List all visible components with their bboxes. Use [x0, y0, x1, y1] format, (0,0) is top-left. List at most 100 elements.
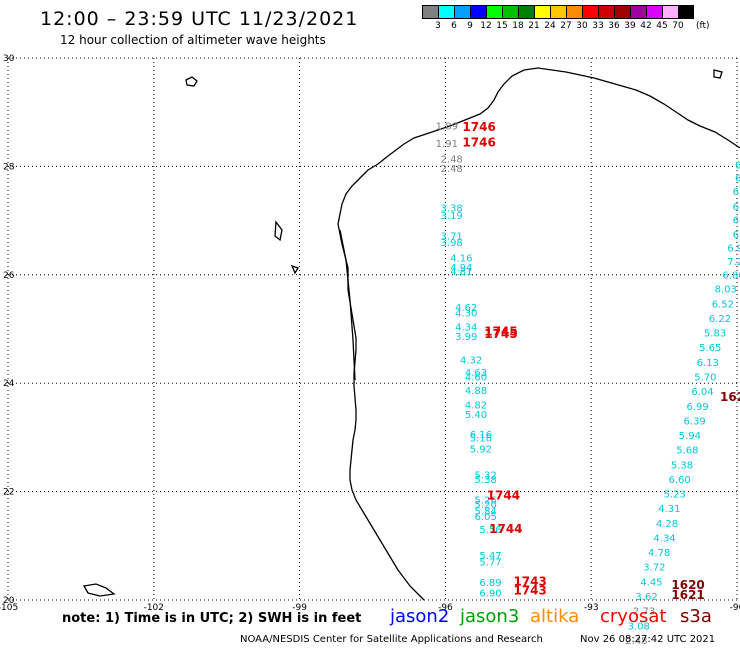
wave-height-value: 5.92 — [470, 445, 492, 456]
pass-time-value: 1745 — [484, 325, 517, 339]
mission-label-jason3: jason3 — [460, 606, 520, 627]
wave-height-value: 6. — [733, 187, 740, 198]
wave-height-value: 4.30 — [455, 309, 477, 320]
wave-height-value: 5.20 — [475, 500, 497, 511]
island — [713, 69, 723, 79]
legend-unit: (ft) — [696, 21, 710, 31]
wave-height-value: 4.28 — [656, 519, 678, 530]
wave-height-value: 6.22 — [709, 314, 731, 325]
wave-height-value: 5.40 — [465, 410, 487, 421]
wave-height-value: 3.98 — [441, 238, 463, 249]
wave-height-value: 4.34 — [653, 533, 675, 544]
wave-height-value: 5.23 — [664, 490, 686, 501]
wave-height-value: 5.65 — [699, 343, 721, 354]
wave-height-value: 4.32 — [460, 356, 482, 367]
wave-height-value: 3.72 — [643, 563, 665, 574]
wave-height-value: 6.80 — [722, 271, 740, 282]
legend-tick-label: 30 — [576, 21, 588, 31]
wave-height-value: 6 — [735, 161, 740, 172]
legend-tick-label: 42 — [640, 21, 652, 31]
wave-height-value: 4.31 — [658, 504, 680, 515]
legend-swatch — [438, 5, 454, 19]
wave-height-value: 4.82 — [465, 401, 487, 412]
legend-tick-label: 18 — [512, 21, 524, 31]
wave-height-value: 8.03 — [715, 285, 737, 296]
wave-height-value: 3.62 — [635, 592, 657, 603]
legend-tick-label: 15 — [496, 21, 508, 31]
wave-height-value: 4.81 — [450, 267, 472, 278]
wave-height-value: 4.88 — [465, 386, 487, 397]
pass-time-value: 1621 — [671, 588, 704, 602]
wave-height-value: 6.91 — [727, 243, 740, 254]
legend-labels: (ft) 3 6 9 12 15 18 21 24 27 30 33 36 39 42 45 70 — [422, 19, 740, 33]
wave-height-value: 4.16 — [450, 253, 472, 264]
lon-tick-label: -93 — [584, 603, 599, 613]
wave-height-value: 5.77 — [479, 557, 501, 568]
island — [185, 76, 198, 87]
lake — [290, 264, 299, 275]
footer-note: note: 1) Time is in UTC; 2) SWH is in fe… — [62, 611, 362, 626]
legend-swatch — [454, 5, 470, 19]
legend-swatch — [598, 5, 614, 19]
wave-height-value: 5.68 — [676, 446, 698, 457]
legend-swatch — [630, 5, 646, 19]
wave-height-value: 5.84 — [475, 506, 497, 517]
pass-time-value: 1745 — [484, 327, 517, 341]
wave-height-value: 6.89 — [479, 578, 501, 589]
lon-tick-label: -105 — [0, 603, 18, 613]
pass-time-value: 1746 — [462, 120, 495, 134]
generated-timestamp: Nov 26 08:27:42 UTC 2021 — [580, 634, 716, 645]
lat-tick-label: 22 — [3, 488, 14, 498]
legend-tick-label: 36 — [608, 21, 620, 31]
coastline-path — [337, 67, 740, 601]
mission-label-jason2: jason2 — [390, 606, 450, 627]
mission-label-altika: altika — [530, 606, 580, 627]
legend-tick-label: 70 — [672, 21, 684, 31]
lon-tick-label: -102 — [144, 603, 164, 613]
wave-height-value: 5.38 — [475, 475, 497, 486]
barrier-island — [339, 229, 356, 381]
lat-tick-label: 30 — [3, 54, 15, 64]
wave-height-value: 1.91 — [436, 139, 458, 150]
legend-swatch — [646, 5, 662, 19]
legend-swatch — [422, 5, 438, 19]
wave-height-value: 6.0 — [733, 215, 740, 226]
wave-height-value: 6.60 — [668, 475, 690, 486]
lat-tick-label: 26 — [3, 271, 15, 281]
lat-tick-label: 24 — [3, 379, 15, 389]
island — [82, 583, 116, 597]
pass-time-value: 1746 — [462, 135, 495, 149]
wave-height-value: 2.48 — [625, 636, 647, 647]
wave-height-value: 4.34 — [455, 323, 477, 334]
legend-tick-label: 9 — [467, 21, 473, 31]
wave-height-value: 6.00 — [733, 230, 740, 241]
wave-height-value: 5.70 — [694, 372, 716, 383]
wave-height-value: 4.45 — [640, 577, 662, 588]
wave-height-value: 5.56 — [479, 525, 501, 536]
wave-height-value: 5.16 — [470, 434, 492, 445]
wave-height-value: 6.16 — [470, 430, 492, 441]
wave-height-value: 6.13 — [697, 358, 719, 369]
wave-height-value: 6.05 — [475, 512, 497, 523]
pass-time-value: 1620 — [671, 578, 704, 592]
wave-height-value: 5.38 — [671, 460, 693, 471]
legend-swatch — [662, 5, 678, 19]
legend-tick-label: 6 — [451, 21, 457, 31]
legend-tick-label: 12 — [480, 21, 492, 31]
legend-tick-label: 45 — [656, 21, 668, 31]
credit-line: NOAA/NESDIS Center for Satellite Applica… — [240, 634, 543, 645]
pass-time-value: 1744 — [487, 489, 520, 503]
lon-tick-label: -99 — [292, 603, 307, 613]
wave-height-value: 6.52 — [712, 299, 734, 310]
lat-lon-grid — [7, 57, 738, 601]
wave-height-value: 2.48 — [441, 155, 463, 166]
legend-tick-label: 21 — [528, 21, 540, 31]
wave-height-value: 6.4 — [733, 202, 740, 213]
wave-height-value: 6 — [735, 174, 740, 185]
wave-height-value: 6.04 — [691, 387, 713, 398]
pass-time-value: 1743 — [513, 574, 546, 588]
legend-swatch — [582, 5, 598, 19]
wave-height-value: 3.19 — [441, 211, 463, 222]
pass-time-value: 1621 — [720, 390, 740, 404]
